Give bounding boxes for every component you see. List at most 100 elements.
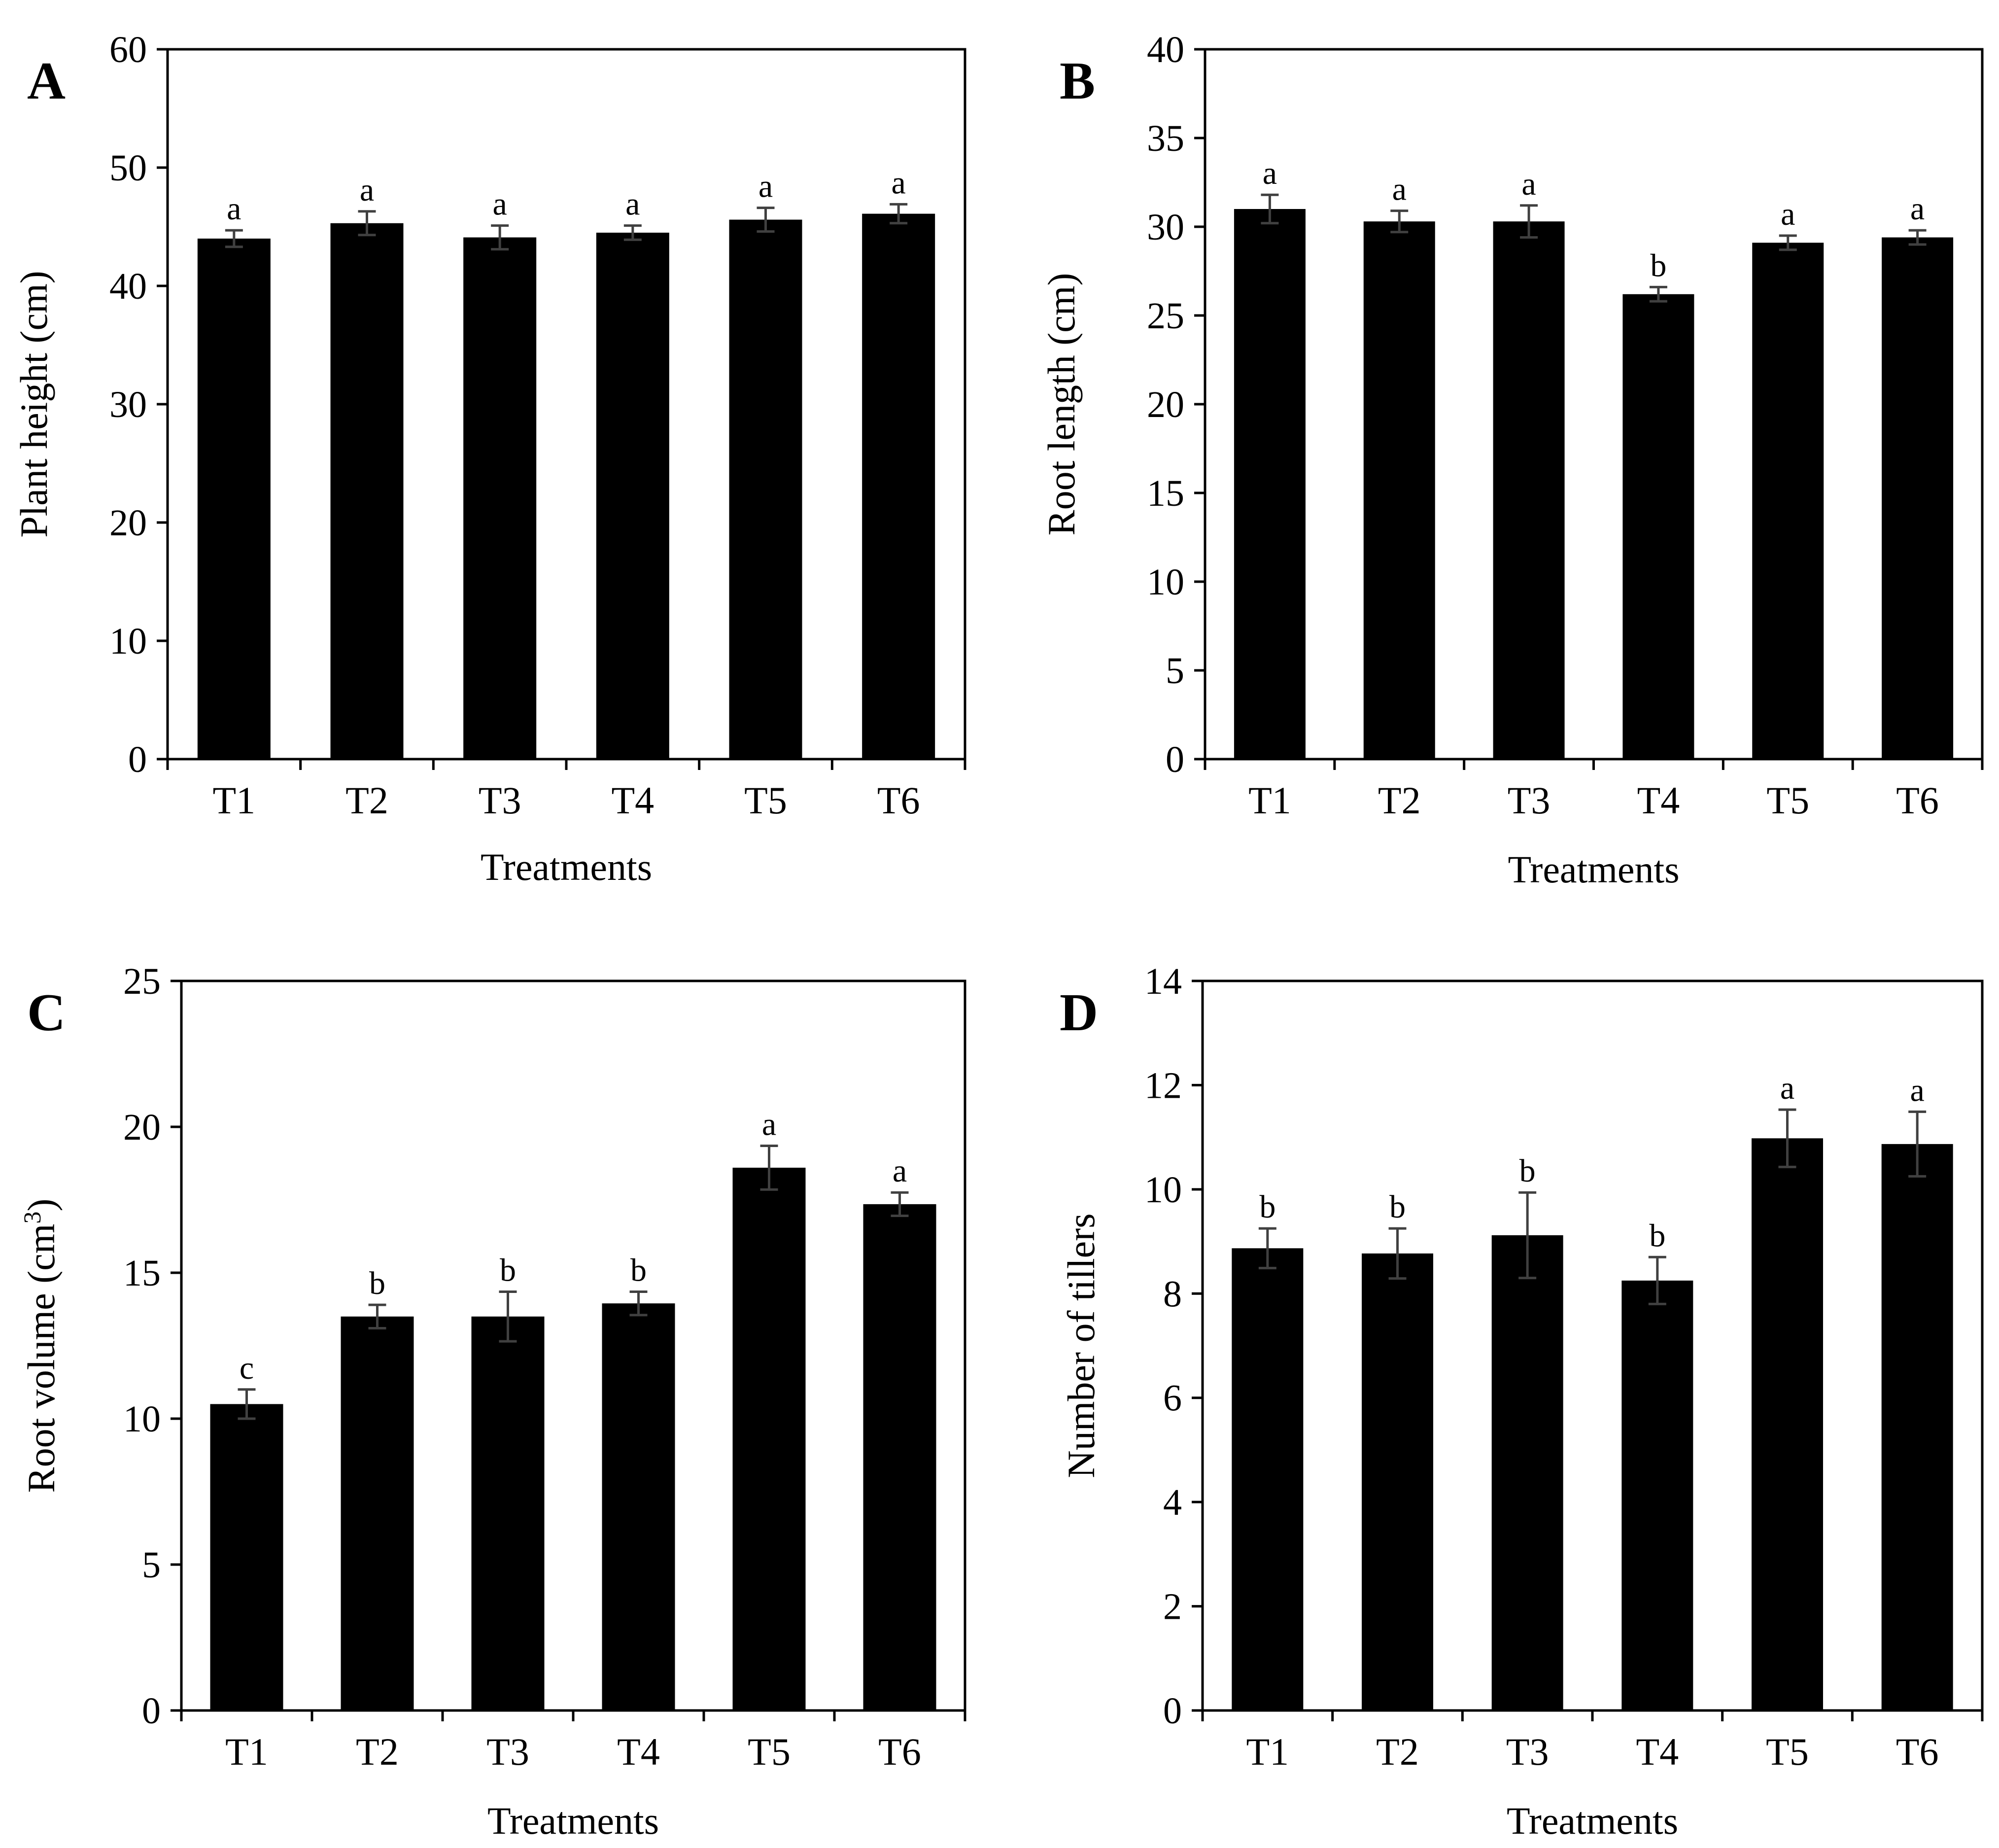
y-tick-label-b: 30 xyxy=(1147,207,1184,248)
error-bar-a-t3 xyxy=(491,224,509,251)
x-axis-label-a: Treatments xyxy=(481,845,652,888)
bar-c-t3 xyxy=(471,1316,545,1710)
plot-frame-a xyxy=(166,48,966,761)
y-tick-label-b: 0 xyxy=(1166,739,1184,780)
sig-letter-a-t4: a xyxy=(625,186,640,222)
sig-letter-a-t5: a xyxy=(758,169,773,205)
y-tick-label-b: 35 xyxy=(1147,118,1184,159)
error-bar-c-t4 xyxy=(629,1290,648,1317)
x-tick-label-c-t1: T1 xyxy=(225,1730,268,1773)
y-tick-label-d: 14 xyxy=(1144,961,1182,1002)
bar-a-t4 xyxy=(596,233,669,759)
y-tick-label-a: 20 xyxy=(109,502,147,544)
bar-a-t5 xyxy=(729,219,802,760)
y-tick-label-c: 10 xyxy=(123,1398,161,1440)
x-tick-label-b-t2: T2 xyxy=(1378,779,1421,822)
x-axis-label-c: Treatments xyxy=(487,1799,659,1842)
y-tick-label-b: 40 xyxy=(1147,29,1184,70)
sig-letter-a-t1: a xyxy=(227,191,241,227)
y-tick-label-b: 20 xyxy=(1147,384,1184,425)
x-tick-label-d-t2: T2 xyxy=(1376,1730,1419,1773)
error-bar-c-t3 xyxy=(499,1290,517,1343)
sig-letter-b-t3: a xyxy=(1521,166,1536,202)
x-tick-label-d-t4: T4 xyxy=(1636,1730,1679,1773)
sig-letter-c-t1: c xyxy=(240,1350,254,1386)
x-tick-label-a-t1: T1 xyxy=(213,779,256,822)
sig-letter-c-t2: b xyxy=(369,1265,385,1301)
y-tick-label-b: 25 xyxy=(1147,295,1184,337)
x-tick-label-d-t3: T3 xyxy=(1506,1730,1549,1773)
y-tick-label-b: 10 xyxy=(1147,561,1184,603)
x-tick-label-d-t1: T1 xyxy=(1246,1730,1289,1773)
sig-letter-d-t2: b xyxy=(1389,1189,1406,1225)
bar-d-t4 xyxy=(1621,1280,1693,1710)
y-tick-label-c: 0 xyxy=(142,1690,161,1732)
x-tick-label-b-t6: T6 xyxy=(1896,779,1939,822)
y-tick-label-d: 6 xyxy=(1163,1378,1182,1419)
y-axis-label-d: Number of tillers xyxy=(1060,1213,1103,1478)
error-bar-a-t6 xyxy=(890,203,908,225)
error-bar-b-t3 xyxy=(1520,204,1538,239)
x-tick-label-b-t5: T5 xyxy=(1766,779,1809,822)
x-axis-label-b: Treatments xyxy=(1508,848,1679,891)
sig-letter-b-t6: a xyxy=(1910,191,1925,227)
x-axis-label-d: Treatments xyxy=(1507,1799,1678,1842)
bar-c-t6 xyxy=(863,1204,936,1710)
error-bar-b-t1 xyxy=(1261,193,1279,225)
sig-letter-a-t2: a xyxy=(360,172,374,208)
bar-b-t6 xyxy=(1882,237,1954,760)
error-bar-d-t5 xyxy=(1778,1108,1796,1168)
bar-d-t2 xyxy=(1362,1253,1433,1710)
plot-frame-b xyxy=(1204,48,1984,761)
sig-letter-a-t6: a xyxy=(892,165,906,201)
bar-b-t1 xyxy=(1234,209,1306,759)
sig-letter-a-t3: a xyxy=(493,186,507,222)
error-bar-a-t1 xyxy=(225,229,243,248)
x-tick-label-b-t4: T4 xyxy=(1637,779,1680,822)
bar-b-t4 xyxy=(1622,294,1694,759)
plot-frame-c xyxy=(180,979,966,1712)
sig-letter-c-t6: a xyxy=(893,1153,907,1189)
bar-c-t1 xyxy=(210,1404,283,1710)
panel-letter-c: C xyxy=(27,983,66,1042)
panel-letter-b: B xyxy=(1060,52,1095,110)
error-bar-b-t5 xyxy=(1779,234,1797,251)
y-tick-label-d: 4 xyxy=(1163,1482,1182,1523)
bar-d-t5 xyxy=(1752,1138,1823,1710)
error-bar-c-t2 xyxy=(368,1303,386,1329)
y-tick-label-c: 25 xyxy=(123,961,161,1002)
y-tick-label-a: 40 xyxy=(109,266,147,307)
y-axis-label-b: Root length (cm) xyxy=(1040,273,1083,536)
x-tick-label-d-t6: T6 xyxy=(1896,1730,1939,1773)
y-tick-label-c: 15 xyxy=(123,1253,161,1294)
y-tick-label-d: 12 xyxy=(1144,1065,1182,1106)
error-bar-b-t4 xyxy=(1649,285,1667,303)
sig-letter-d-t3: b xyxy=(1519,1153,1536,1189)
y-tick-label-d: 2 xyxy=(1163,1586,1182,1628)
y-tick-label-c: 20 xyxy=(123,1107,161,1148)
panel-d: b T1 b T2 b T3 b T4 a T5 a T6 0 2 4 6 8 10 12 14 Treatments N… xyxy=(1060,961,1984,1842)
sig-letter-b-t5: a xyxy=(1781,196,1795,232)
x-tick-label-a-t4: T4 xyxy=(612,779,655,822)
bar-c-t4 xyxy=(602,1303,675,1710)
y-tick-label-c: 5 xyxy=(142,1544,161,1586)
x-tick-label-b-t3: T3 xyxy=(1508,779,1551,822)
y-tick-label-b: 15 xyxy=(1147,473,1184,514)
sig-letter-b-t2: a xyxy=(1392,172,1407,208)
x-tick-label-d-t5: T5 xyxy=(1766,1730,1809,1773)
x-tick-label-b-t1: T1 xyxy=(1248,779,1291,822)
y-tick-label-a: 0 xyxy=(128,739,147,780)
bar-b-t3 xyxy=(1493,221,1565,760)
x-tick-label-c-t6: T6 xyxy=(878,1730,921,1773)
panel-letter-a: A xyxy=(27,52,66,110)
error-bar-a-t2 xyxy=(358,210,376,237)
bar-c-t2 xyxy=(341,1316,414,1710)
error-bar-c-t1 xyxy=(238,1388,256,1420)
x-tick-label-c-t2: T2 xyxy=(356,1730,399,1773)
y-axis-label-c: Root volume (cm3) xyxy=(18,1199,63,1493)
sig-letter-c-t3: b xyxy=(500,1252,516,1288)
bar-d-t1 xyxy=(1232,1248,1304,1710)
bar-a-t1 xyxy=(197,239,271,759)
bar-a-t2 xyxy=(330,223,404,759)
panel-c: c T1 b T2 b T3 b T4 a T5 a T6 0 5 10 15 20 25 Treatments Ro… xyxy=(18,961,966,1842)
